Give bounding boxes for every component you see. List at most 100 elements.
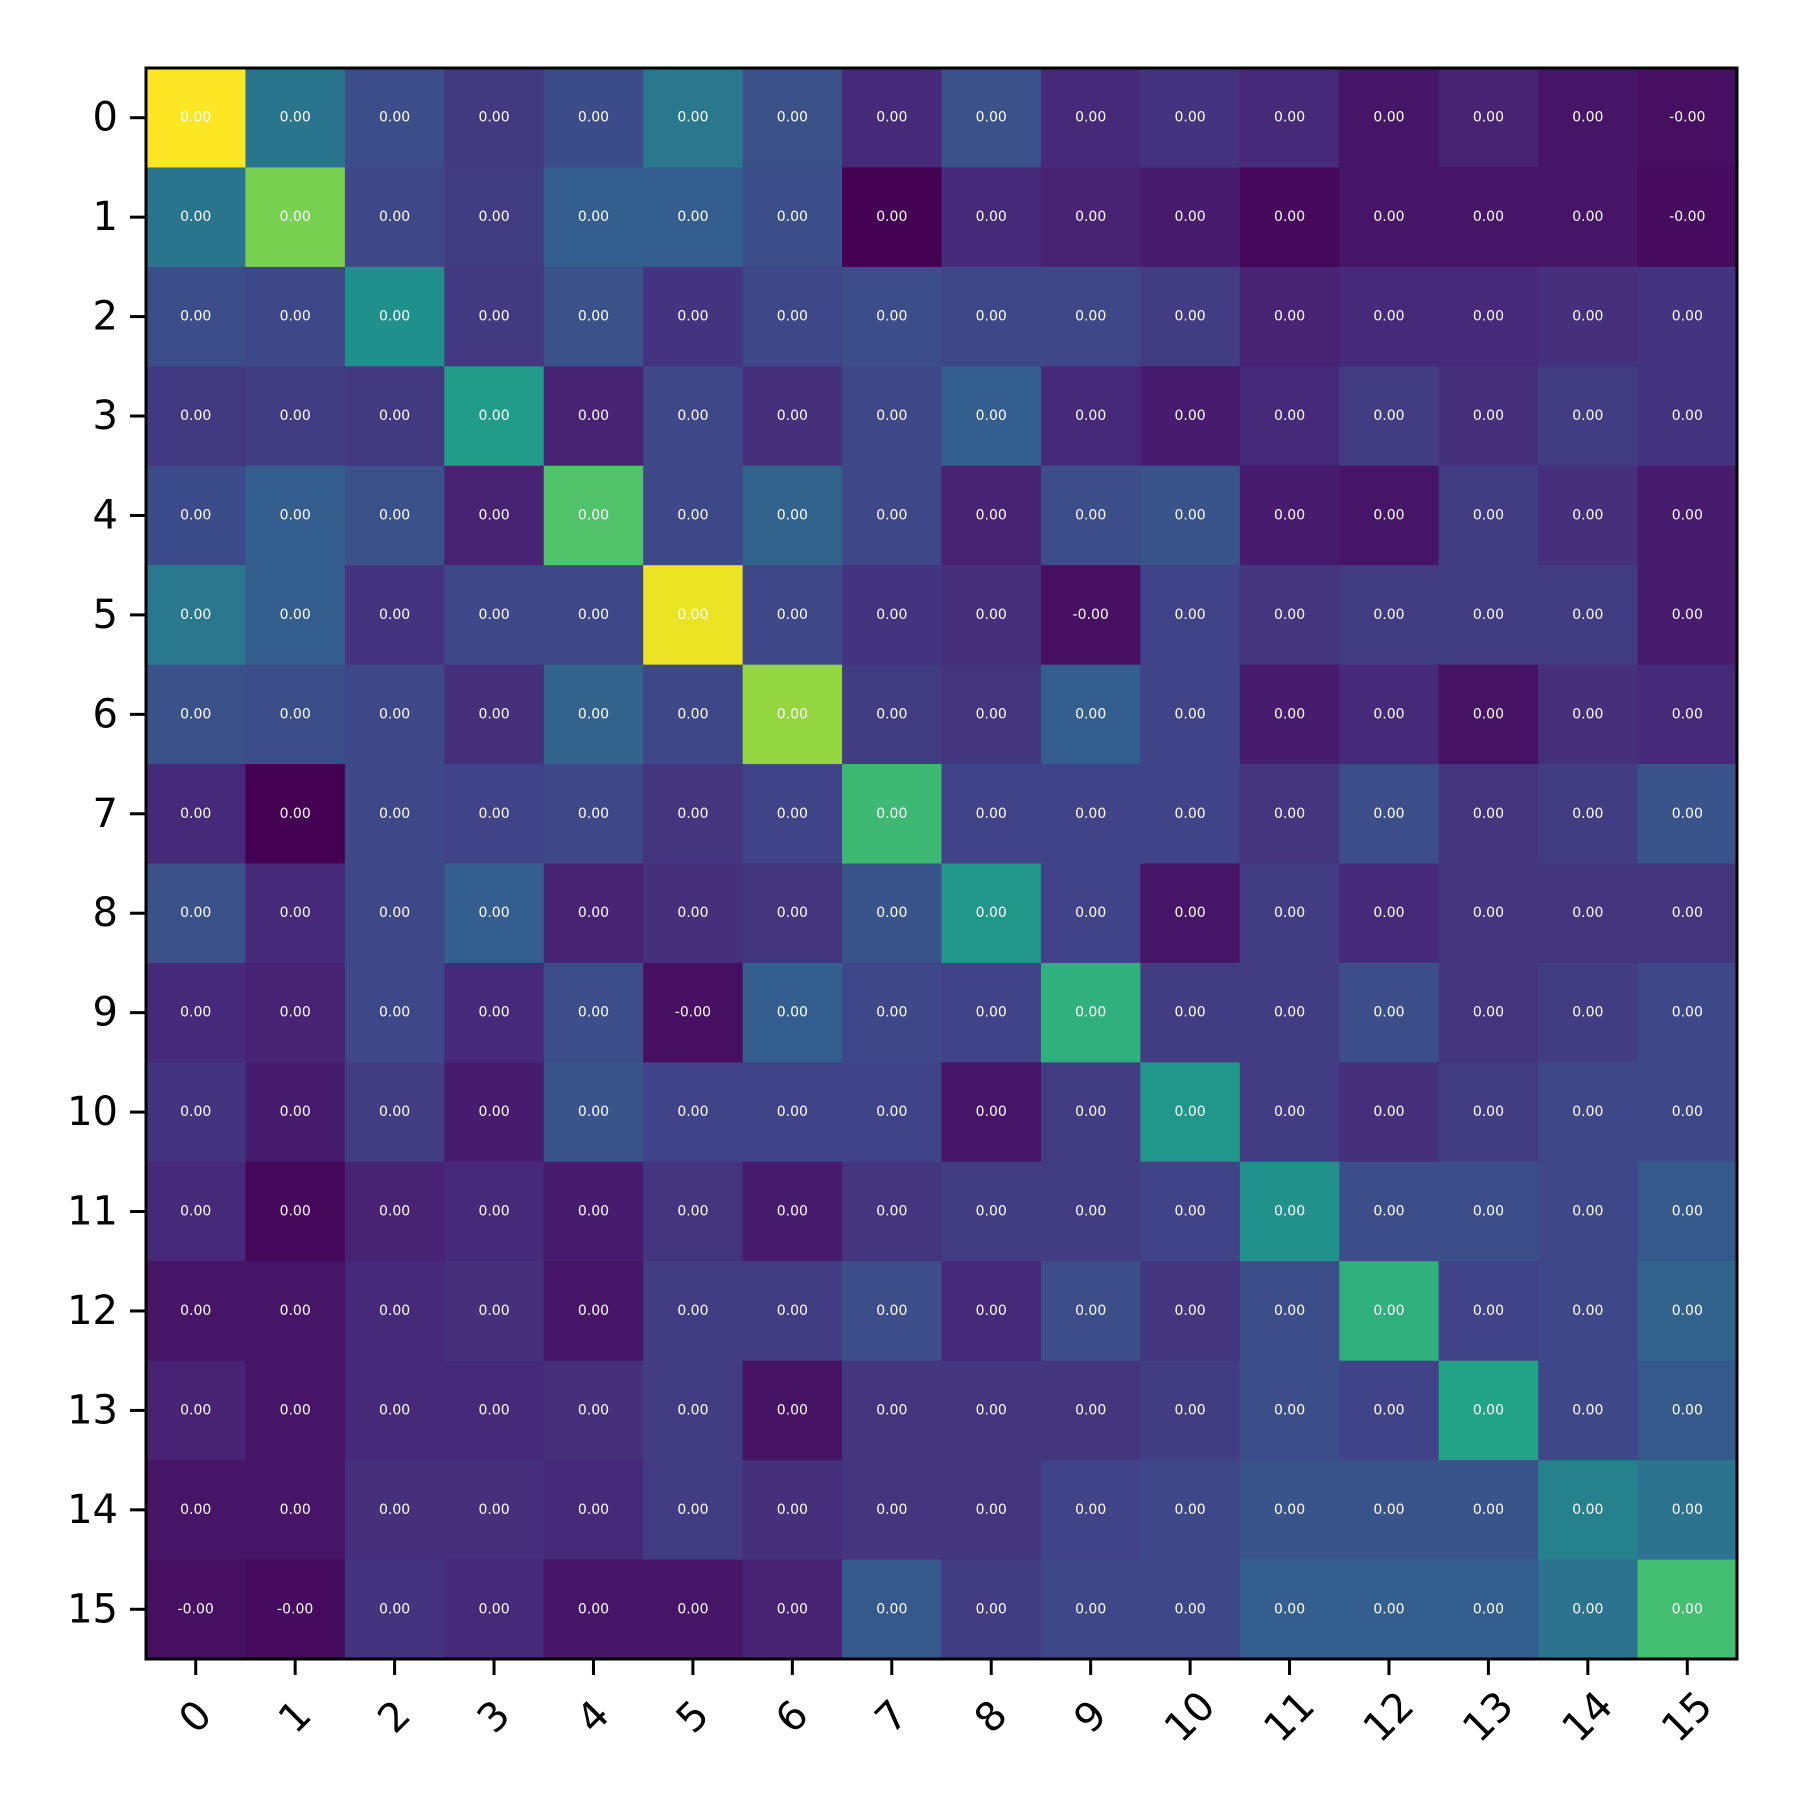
heatmap-cell-label: 0.00 (677, 607, 708, 623)
heatmap-cell-label: 0.00 (777, 1402, 808, 1418)
heatmap-cell-label: 0.00 (677, 1502, 708, 1518)
heatmap-cell (941, 68, 1042, 169)
heatmap-cell (245, 764, 346, 865)
heatmap-cell-label: 0.00 (1473, 1601, 1504, 1617)
heatmap-cell (444, 1261, 545, 1362)
x-tick-label: 2 (369, 1692, 420, 1743)
heatmap-cell-label: 0.00 (777, 706, 808, 722)
heatmap-cell-label: 0.00 (1075, 507, 1106, 523)
heatmap-cell-label: 0.00 (1473, 607, 1504, 623)
heatmap-cell (1040, 1460, 1141, 1561)
heatmap-cell (245, 1460, 346, 1561)
heatmap-cell (742, 68, 843, 169)
heatmap-cell (1438, 863, 1539, 964)
heatmap-cell (1239, 1559, 1340, 1660)
heatmap-cell-label: 0.00 (1274, 1502, 1305, 1518)
heatmap-cell-label: 0.00 (1572, 110, 1603, 126)
heatmap-cell-label: 0.00 (976, 1303, 1007, 1319)
heatmap-cell (1040, 1360, 1141, 1461)
heatmap-cell-label: 0.00 (1672, 1601, 1703, 1617)
x-tick-label: 13 (1454, 1683, 1523, 1752)
heatmap-cell-label: 0.00 (777, 209, 808, 225)
heatmap-cell (1239, 1261, 1340, 1362)
heatmap-cell-label: 0.00 (1373, 1502, 1404, 1518)
heatmap-cell (245, 1360, 346, 1461)
heatmap-cell-label: 0.00 (578, 1601, 609, 1617)
heatmap-cell (1637, 1161, 1738, 1262)
heatmap-cell-label: 0.00 (1075, 1204, 1106, 1220)
heatmap-cell-label: 0.00 (280, 806, 311, 822)
heatmap-cell (643, 764, 744, 865)
heatmap-cell (344, 1559, 445, 1660)
heatmap-cell-label: 0.00 (1175, 1402, 1206, 1418)
heatmap-cell (643, 1360, 744, 1461)
heatmap-cell (941, 1559, 1042, 1660)
heatmap-cell-label: -0.00 (1669, 110, 1705, 126)
heatmap-cell-label: 0.00 (876, 1601, 907, 1617)
heatmap-cell-label: 0.00 (1672, 607, 1703, 623)
heatmap-cell-label: 0.00 (1175, 209, 1206, 225)
heatmap-cell-label: 0.00 (1274, 806, 1305, 822)
y-tick-label: 12 (67, 1288, 118, 1334)
heatmap-cell-label: 0.00 (1075, 110, 1106, 126)
heatmap-cell (1140, 68, 1241, 169)
heatmap-cell (1637, 962, 1738, 1063)
heatmap-cell (146, 1559, 247, 1660)
heatmap-cell-label: 0.00 (478, 1402, 509, 1418)
heatmap-cell-label: 0.00 (379, 309, 410, 325)
heatmap-cell-label: 0.00 (180, 1502, 211, 1518)
heatmap-cell (1538, 962, 1639, 1063)
heatmap-cell-label: 0.00 (1175, 408, 1206, 424)
heatmap-cell (444, 1559, 545, 1660)
heatmap-cell (1239, 1062, 1340, 1163)
x-tick-label: 4 (568, 1692, 619, 1743)
heatmap-cell (1339, 167, 1440, 268)
heatmap-cell-label: 0.00 (876, 110, 907, 126)
heatmap-cell-label: 0.00 (1175, 806, 1206, 822)
heatmap-cell-label: 0.00 (379, 110, 410, 126)
heatmap-cell (643, 1062, 744, 1163)
heatmap-cell-label: 0.00 (1473, 905, 1504, 921)
heatmap-cell (1040, 366, 1141, 467)
heatmap-cell-label: 0.00 (1473, 209, 1504, 225)
heatmap-cell (444, 1161, 545, 1262)
y-tick-label: 3 (93, 393, 118, 439)
heatmap-cell-label: 0.00 (1075, 706, 1106, 722)
heatmap-cell-label: 0.00 (1572, 1005, 1603, 1021)
heatmap-cell (1438, 962, 1539, 1063)
heatmap-cell (245, 664, 346, 765)
heatmap-cell-label: 0.00 (1672, 1204, 1703, 1220)
heatmap-cell-label: 0.00 (280, 1005, 311, 1021)
heatmap-cell-label: 0.00 (1175, 507, 1206, 523)
heatmap-cell (1040, 1161, 1141, 1262)
heatmap-cell-label: 0.00 (478, 806, 509, 822)
heatmap-cell-label: 0.00 (1274, 110, 1305, 126)
heatmap-cell-label: 0.00 (1672, 309, 1703, 325)
y-tick-label: 14 (67, 1487, 118, 1533)
heatmap-cell (344, 962, 445, 1063)
heatmap-cell-label: 0.00 (379, 1402, 410, 1418)
heatmap-cell (543, 1161, 644, 1262)
heatmap-cell (245, 1261, 346, 1362)
heatmap-cell-label: 0.00 (1075, 1502, 1106, 1518)
heatmap-cell (1040, 764, 1141, 865)
heatmap-cell (344, 565, 445, 666)
heatmap-cell (146, 1062, 247, 1163)
heatmap-cell (344, 366, 445, 467)
heatmap-cell (1438, 366, 1539, 467)
heatmap-cell (1637, 1559, 1738, 1660)
heatmap-cell (1040, 1062, 1141, 1163)
heatmap-cell (742, 1559, 843, 1660)
heatmap-cell (1339, 664, 1440, 765)
y-tick-label: 0 (93, 95, 118, 141)
heatmap-cell-label: 0.00 (280, 1204, 311, 1220)
heatmap-cell (1538, 366, 1639, 467)
heatmap-cell (245, 1062, 346, 1163)
heatmap-cell (1637, 68, 1738, 169)
x-tick-label: 8 (966, 1692, 1017, 1743)
heatmap-cell (1040, 962, 1141, 1063)
heatmap-cell (1239, 68, 1340, 169)
heatmap-cell-label: 0.00 (1274, 309, 1305, 325)
heatmap-cell (543, 1261, 644, 1362)
heatmap-cell (444, 962, 545, 1063)
